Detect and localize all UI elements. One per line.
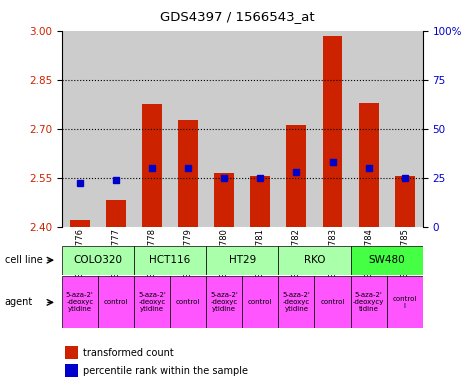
Text: percentile rank within the sample: percentile rank within the sample [84, 366, 248, 376]
Bar [106, 200, 126, 227]
Text: 5-aza-2'
-deoxyc
ytidine: 5-aza-2' -deoxyc ytidine [138, 292, 166, 313]
Bar [206, 276, 242, 328]
Bar [206, 246, 278, 275]
Text: COLO320: COLO320 [73, 255, 123, 265]
Bar [387, 276, 423, 328]
Bar [214, 173, 234, 227]
Bar [134, 276, 170, 328]
Bar [66, 346, 78, 359]
Bar [323, 36, 342, 227]
Bar [359, 103, 379, 227]
Text: transformed count: transformed count [84, 348, 174, 358]
Text: control: control [176, 300, 200, 305]
Bar [387, 31, 423, 227]
Text: GDS4397 / 1566543_at: GDS4397 / 1566543_at [160, 10, 315, 23]
Bar [134, 246, 206, 275]
Bar [250, 176, 270, 227]
Bar [62, 276, 98, 328]
Text: HT29: HT29 [228, 255, 256, 265]
Bar [351, 246, 423, 275]
Bar [142, 104, 162, 227]
Text: HCT116: HCT116 [150, 255, 190, 265]
Bar [351, 276, 387, 328]
Bar [178, 121, 198, 227]
Text: 5-aza-2'
-deoxyc
ytidine: 5-aza-2' -deoxyc ytidine [210, 292, 238, 313]
Bar [170, 276, 206, 328]
Text: SW480: SW480 [368, 255, 405, 265]
Bar [70, 220, 90, 227]
Text: control: control [104, 300, 128, 305]
Bar [278, 276, 314, 328]
Text: agent: agent [5, 297, 33, 308]
Text: cell line: cell line [5, 255, 42, 265]
Bar [62, 31, 98, 227]
Bar [278, 246, 351, 275]
Bar [286, 126, 306, 227]
Text: control
l: control l [392, 296, 417, 309]
Text: 5-aza-2'
-deoxycy
tidine: 5-aza-2' -deoxycy tidine [353, 292, 384, 313]
Text: 5-aza-2'
-deoxyc
ytidine: 5-aza-2' -deoxyc ytidine [283, 292, 310, 313]
Bar [242, 31, 278, 227]
Bar [278, 31, 314, 227]
Bar [314, 276, 351, 328]
Bar [66, 364, 78, 377]
Bar [242, 276, 278, 328]
Bar [206, 31, 242, 227]
Bar [314, 31, 351, 227]
Text: RKO: RKO [304, 255, 325, 265]
Text: control: control [248, 300, 273, 305]
Bar [170, 31, 206, 227]
Bar [98, 31, 134, 227]
Bar [351, 31, 387, 227]
Text: control: control [320, 300, 345, 305]
Bar [395, 176, 415, 227]
Text: 5-aza-2'
-deoxyc
ytidine: 5-aza-2' -deoxyc ytidine [66, 292, 94, 313]
Bar [98, 276, 134, 328]
Bar [62, 246, 134, 275]
Bar [134, 31, 170, 227]
